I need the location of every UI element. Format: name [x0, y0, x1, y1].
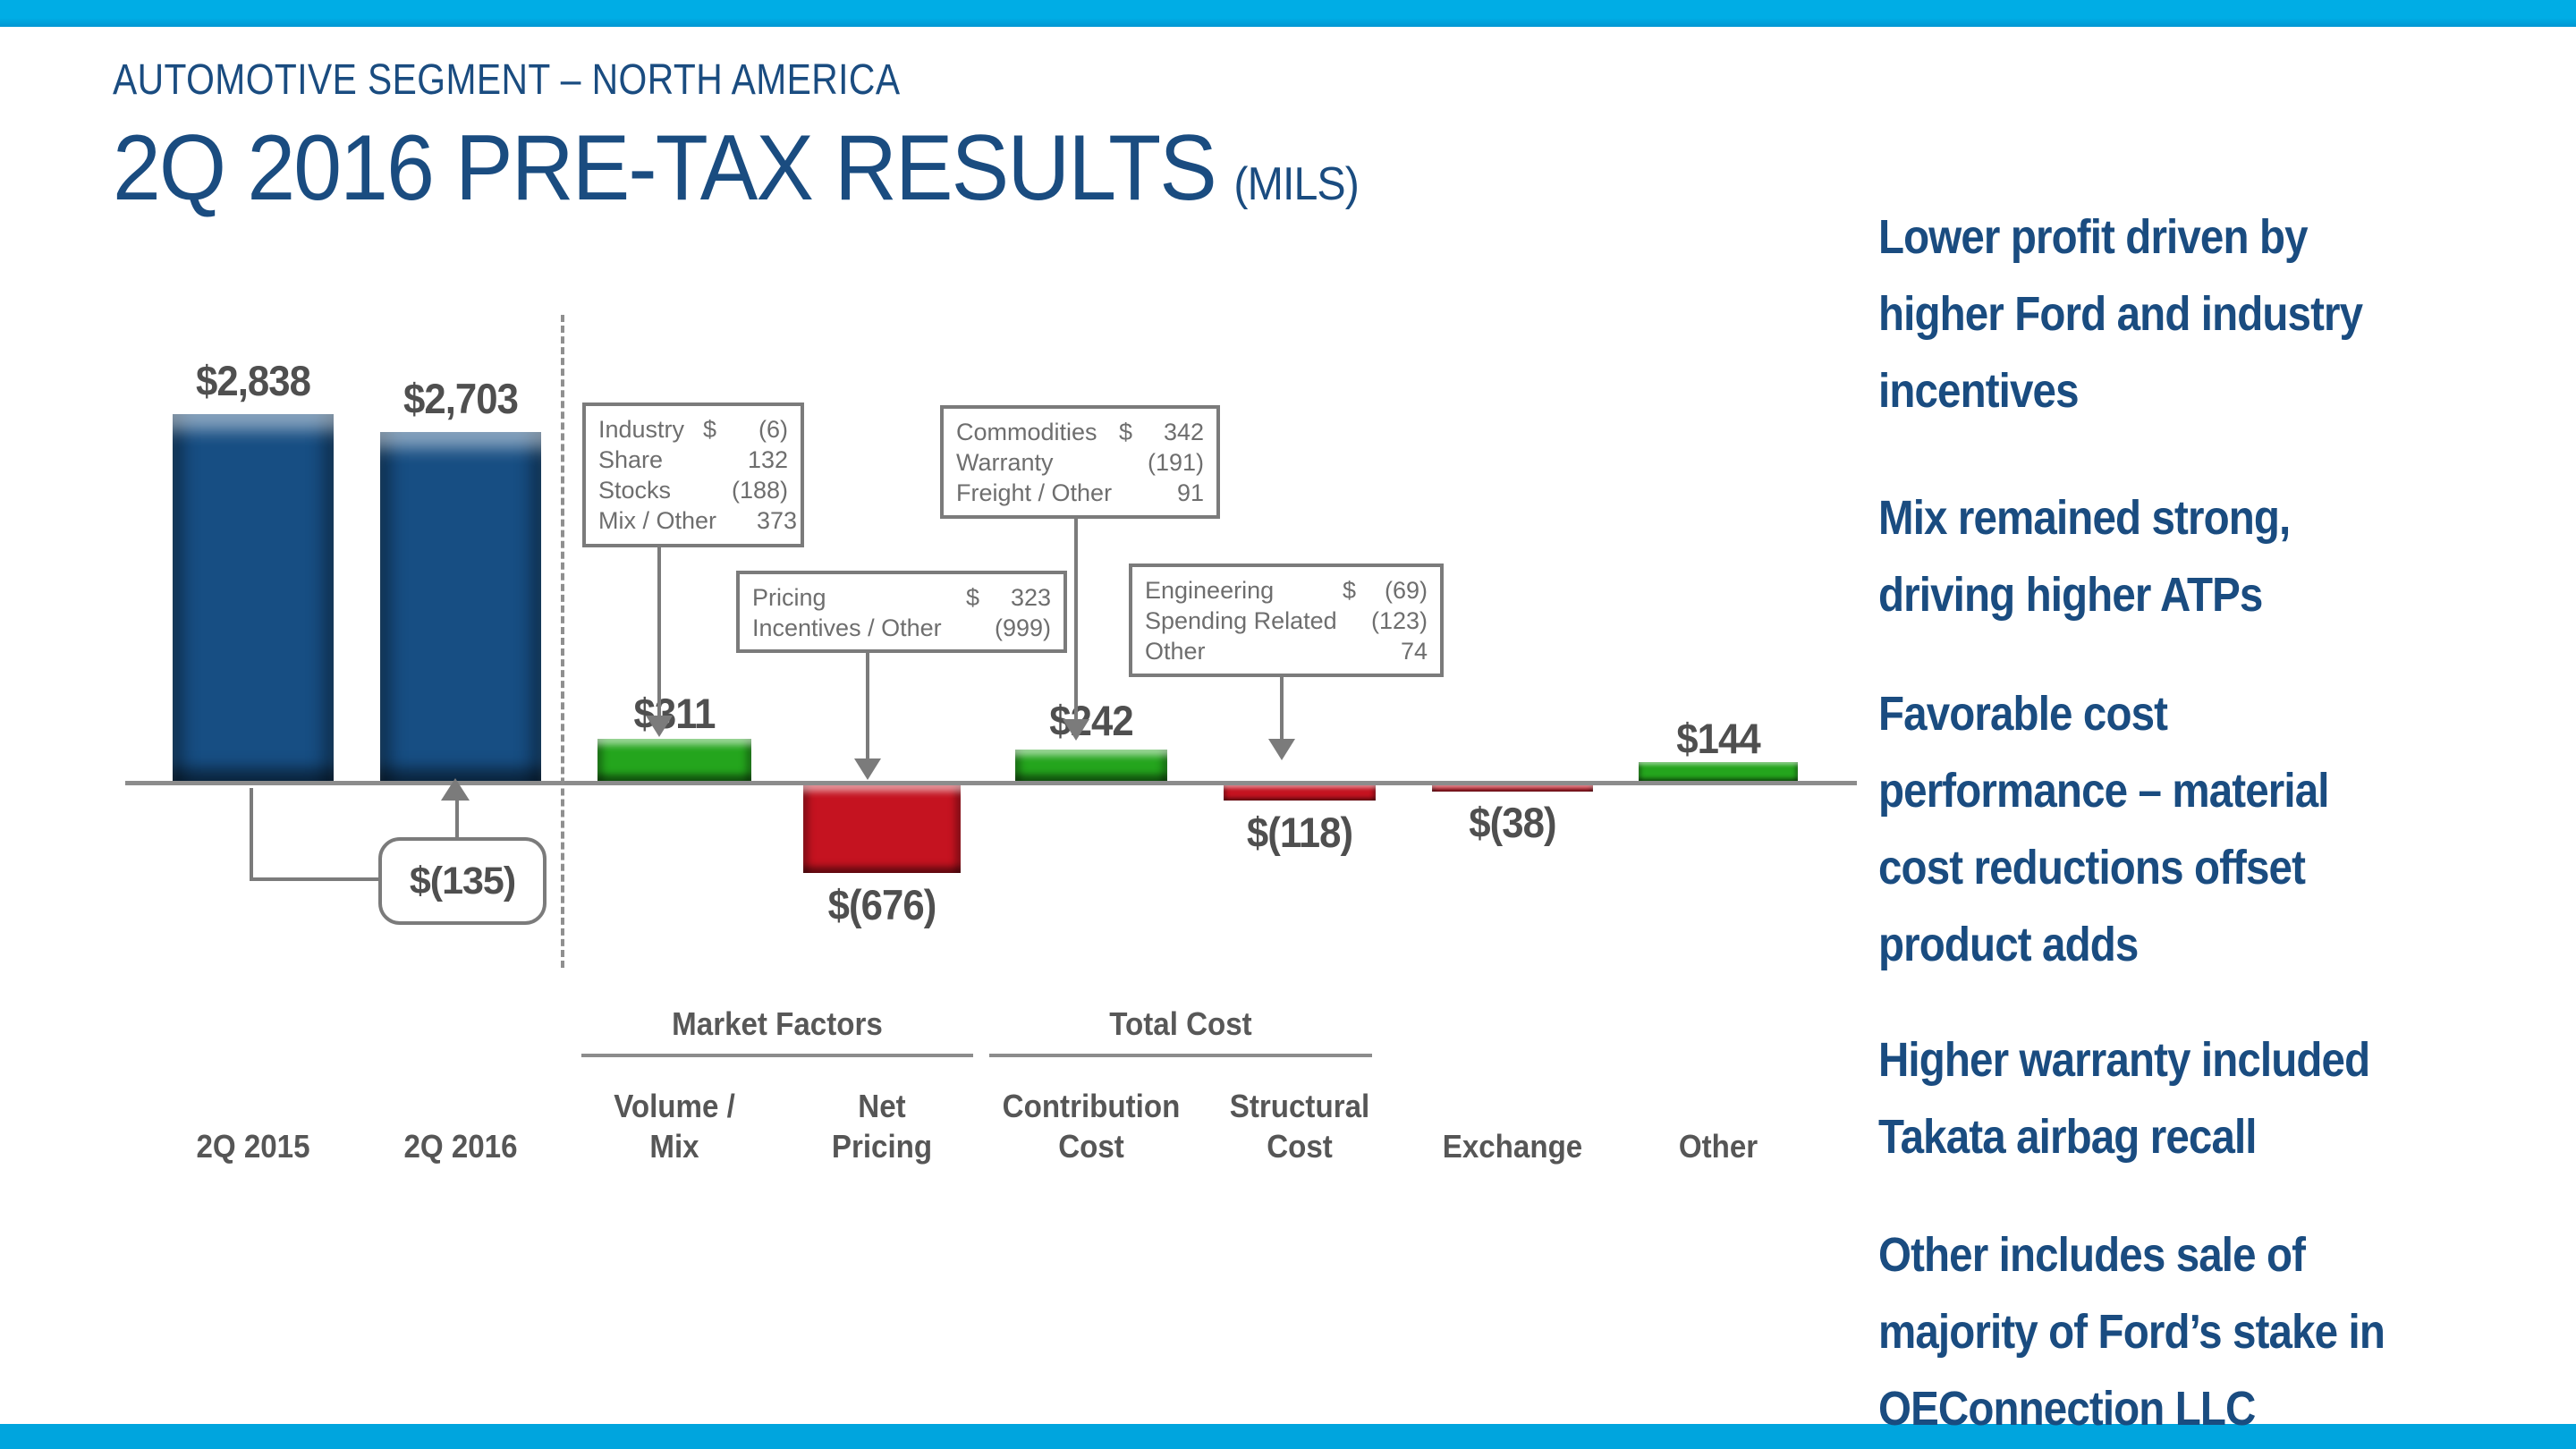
- arrow-down-icon: [1063, 719, 1089, 741]
- arrow-down-icon: [1268, 739, 1295, 760]
- slide-kicker: AUTOMOTIVE SEGMENT – NORTH AMERICA: [113, 56, 901, 104]
- delta-elbow-vertical-line: [250, 788, 253, 881]
- callout-volume-mix: Industry $ (6) Share 132 Stocks (188) Mix / …: [582, 402, 804, 547]
- axis-label-structural-cost: Structural Cost: [1229, 1088, 1370, 1165]
- axis-label-contribution-cost: Contribution Cost: [1002, 1088, 1181, 1165]
- arrow-up-icon: [441, 778, 470, 801]
- value-label-structural-cost: $(118): [1246, 809, 1353, 856]
- callout-row: Mix / Other 373: [598, 507, 798, 534]
- callout-row: Spending Related (123): [1145, 607, 1428, 634]
- bar-2q2016: [380, 432, 541, 781]
- bar-volume-mix: [597, 739, 751, 781]
- group-header-market-factors: Market Factors: [672, 1005, 883, 1042]
- note-paragraph: Other includes sale of majority of Ford’…: [1878, 1228, 2385, 1436]
- callout-row: Share 132: [598, 446, 788, 473]
- bar-net-pricing: [803, 785, 961, 873]
- delta-callout-badge: $(135): [378, 837, 547, 925]
- callout-row: Industry $ (6): [598, 416, 788, 443]
- callout-row: Commodities $342: [956, 419, 1204, 445]
- value-label-net-pricing: $(676): [827, 881, 937, 928]
- group-underline: [989, 1054, 1372, 1057]
- bar-2q2015: [173, 414, 334, 781]
- callout-net-pricing: Pricing $323 Incentives / Other (999): [736, 571, 1067, 653]
- callout-row: Engineering $ (69): [1145, 577, 1428, 604]
- callout-row: Incentives / Other (999): [752, 614, 1051, 641]
- bar-contribution-cost: [1015, 750, 1167, 781]
- delta-arrow-line: [455, 799, 459, 837]
- value-label-exchange: $(38): [1469, 799, 1556, 846]
- arrow-down-icon: [646, 716, 673, 737]
- delta-callout-value: $(135): [409, 859, 516, 902]
- value-label-2q2016: $2,703: [402, 375, 519, 422]
- note-paragraph: Mix remained strong, driving higher ATPs: [1878, 491, 2291, 622]
- callout-connector-line: [1280, 675, 1284, 741]
- page-title: 2Q 2016 PRE-TAX RESULTS: [113, 116, 1217, 220]
- callout-row: Stocks (188): [598, 477, 788, 504]
- callout-structural-cost: Engineering $ (69) Spending Related (123) O…: [1129, 564, 1444, 677]
- value-label-2q2015: $2,838: [195, 357, 311, 404]
- axis-label-volume-mix: Volume / Mix: [614, 1088, 735, 1165]
- axis-label-exchange: Exchange: [1442, 1128, 1583, 1165]
- axis-label-2q2016: 2Q 2016: [403, 1128, 518, 1165]
- callout-contribution-cost: Commodities $342 Warranty (191) Freight / …: [940, 405, 1220, 519]
- callout-row: Warranty (191): [956, 449, 1204, 476]
- page-title-units: (MILS): [1233, 158, 1359, 210]
- callout-connector-line: [866, 651, 869, 760]
- bar-exchange: [1432, 785, 1593, 792]
- axis-label-other: Other: [1678, 1128, 1758, 1165]
- note-paragraph: Lower profit driven by higher Ford and i…: [1878, 210, 2363, 418]
- axis-label-2q2015: 2Q 2015: [196, 1128, 310, 1165]
- callout-row: Freight / Other 91: [956, 479, 1204, 506]
- delta-elbow-horizontal-line: [250, 877, 380, 881]
- callout-connector-line: [1074, 517, 1078, 721]
- callout-row: Pricing $323: [752, 584, 1051, 611]
- note-paragraph: Higher warranty included Takata airbag r…: [1878, 1033, 2370, 1164]
- note-paragraph: Favorable cost performance – material co…: [1878, 687, 2329, 971]
- callout-row: Other 74: [1145, 638, 1428, 665]
- top-accent-bar: [0, 0, 2576, 27]
- callout-connector-line: [657, 546, 661, 717]
- axis-label-net-pricing: Net Pricing: [831, 1088, 933, 1165]
- bottom-accent-bar: [0, 1424, 2576, 1449]
- dashed-separator-line: [561, 315, 564, 968]
- x-axis-line: [125, 781, 1857, 785]
- group-header-total-cost: Total Cost: [1109, 1005, 1252, 1042]
- arrow-down-icon: [854, 758, 881, 780]
- bar-other: [1639, 762, 1798, 781]
- group-underline: [581, 1054, 973, 1057]
- value-label-other: $144: [1676, 715, 1760, 762]
- slide-title-line: 2Q 2016 PRE-TAX RESULTS (MILS): [113, 116, 1360, 220]
- bar-structural-cost: [1224, 785, 1376, 801]
